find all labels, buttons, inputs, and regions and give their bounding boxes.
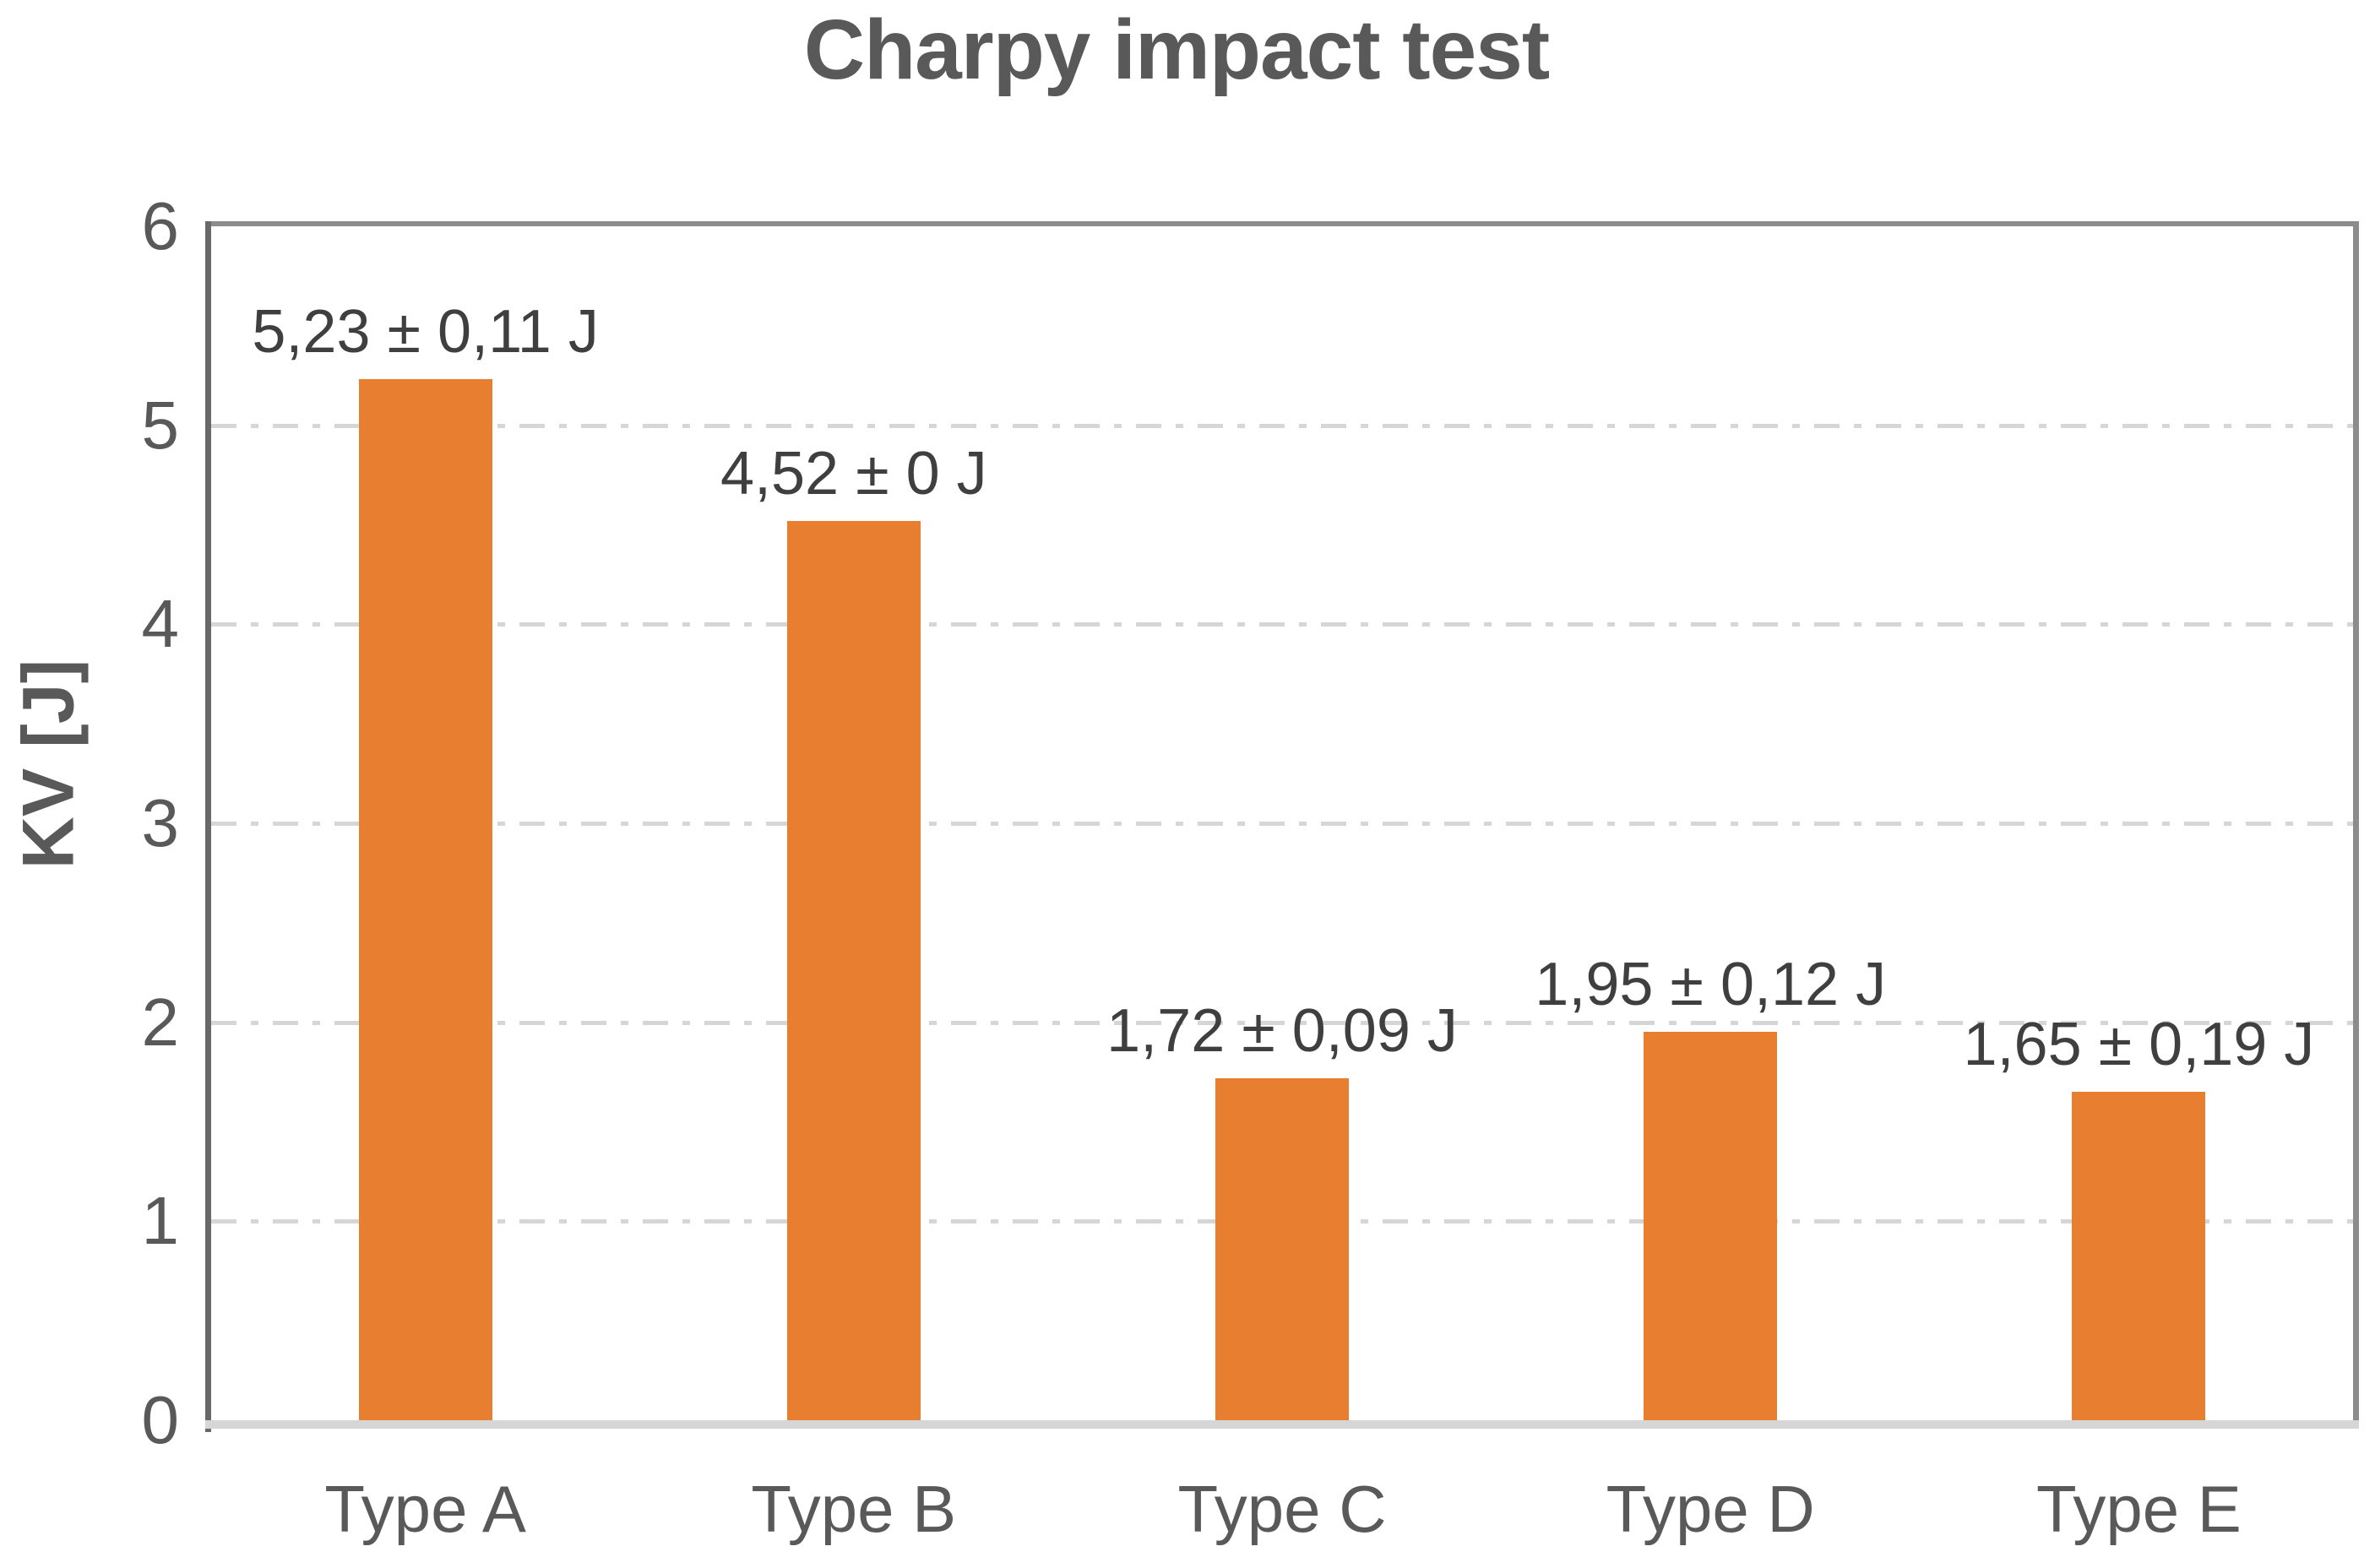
bar-type-a (358, 379, 492, 1420)
x-axis-label-type-a: Type A (324, 1472, 526, 1546)
x-axis-label-type-e: Type E (2035, 1472, 2242, 1546)
gridline-y-2 (211, 1020, 2353, 1025)
y-tick-label-5: 5 (141, 387, 180, 463)
y-tick-label-6: 6 (141, 188, 180, 263)
x-axis-label-type-b: Type B (751, 1472, 957, 1546)
chart-title: Charpy impact test (803, 3, 1550, 97)
data-label-type-b: 4,52 ± 0 J (720, 439, 987, 507)
y-tick-label-4: 4 (141, 586, 180, 662)
y-tick-label-1: 1 (141, 1183, 180, 1259)
data-label-type-e: 1,65 ± 0,19 J (1963, 1010, 2315, 1078)
gridline-y-5 (211, 423, 2353, 428)
gridline-y-3 (211, 822, 2353, 826)
bar-type-b (786, 520, 921, 1420)
bar-type-d (1644, 1032, 1778, 1420)
data-label-type-a: 5,23 ± 0,11 J (252, 298, 599, 366)
y-tick-label-3: 3 (141, 785, 180, 860)
y-axis-line (205, 221, 211, 1432)
y-tick-label-0: 0 (141, 1382, 180, 1457)
x-axis-line (205, 1420, 2359, 1429)
bar-type-c (1215, 1077, 1349, 1420)
data-label-type-d: 1,95 ± 0,12 J (1535, 951, 1887, 1019)
plot-border-top (205, 221, 2359, 226)
y-tick-label-2: 2 (141, 984, 180, 1060)
data-label-type-c: 1,72 ± 0,09 J (1106, 996, 1458, 1065)
plot-border-right (2353, 221, 2359, 1420)
x-axis-label-type-d: Type D (1606, 1472, 1815, 1546)
gridline-y-4 (211, 622, 2353, 627)
x-axis-label-type-c: Type C (1177, 1472, 1387, 1546)
bar-type-e (2072, 1092, 2206, 1420)
